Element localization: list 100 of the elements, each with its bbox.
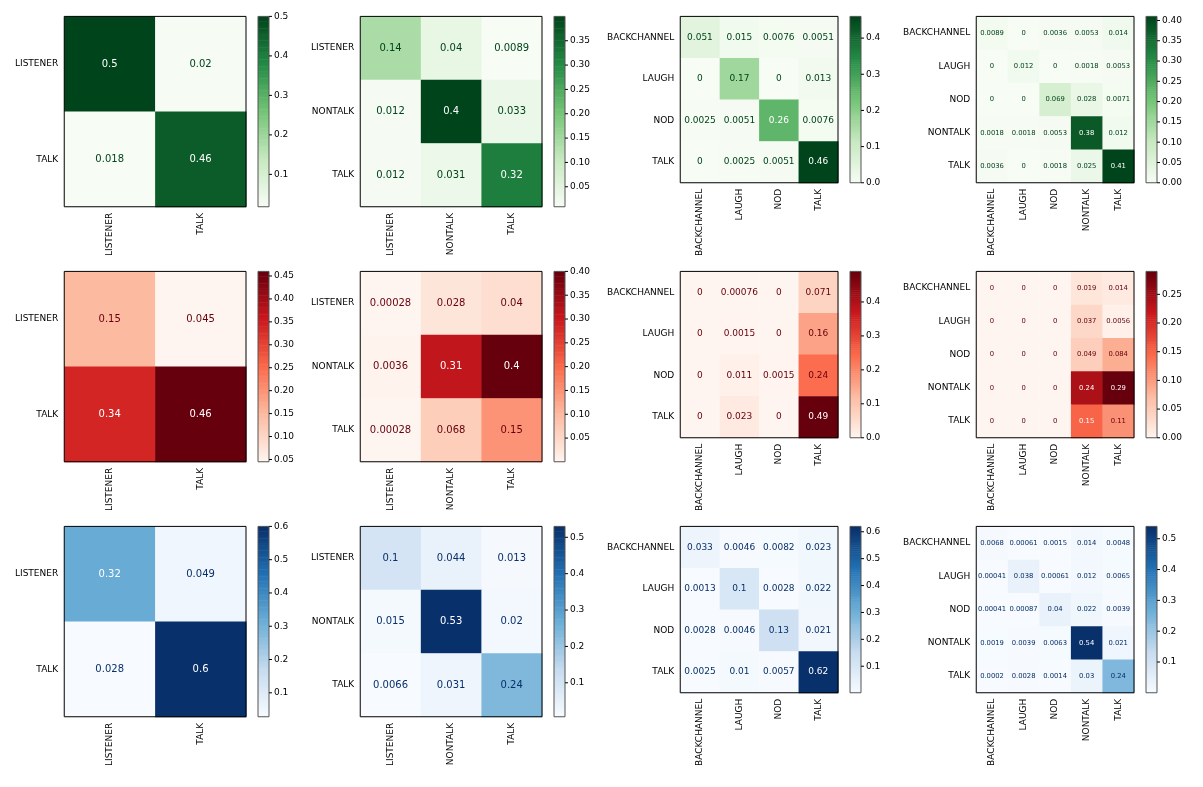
data-label: 0.012 [376,105,405,117]
data-label: 0.34 [98,407,121,419]
color-bar-label: 0.15 [274,407,295,418]
data-label: 0.4 [443,105,460,117]
color-bar-label: 0.4 [570,568,585,579]
data-label: 0 [775,286,782,297]
color-bar-label: 0.25 [570,83,591,94]
x-tick-label: NOD [773,188,784,210]
y-tick-label: LISTENER [14,58,59,69]
x-tick-label: LAUGH [1017,698,1028,731]
y-tick-label: BACKCHANNEL [902,282,971,293]
color-bar-label: 0.30 [570,313,591,324]
color-bar-label: 0.15 [570,384,591,395]
color-bar-label: 0.00 [1162,177,1183,188]
data-label: 0.0082 [763,541,795,552]
data-label: 0.31 [439,360,463,372]
x-tick-label: NONTALK [445,466,456,511]
color-bar-label: 0.20 [570,108,591,119]
y-tick-label: LAUGH [938,570,971,581]
data-label: 0.04 [500,296,523,308]
data-label: 0.6 [192,662,209,674]
x-tick-label: LAUGH [1017,443,1028,476]
color-bar-label: 0.1 [570,677,585,688]
data-label: 0.0015 [763,369,795,380]
color-bar-label: 0.20 [1162,95,1183,106]
color-bar-label: 0.2 [570,640,585,651]
y-tick-label: NOD [653,624,675,635]
y-tick-label: NONTALK [311,105,356,116]
data-label: 0.4 [503,360,520,372]
color-bar-label: 0.10 [1162,374,1183,385]
data-label: 0.1 [382,551,399,563]
data-label: 0.012 [376,168,405,180]
color-bar-label: 0.15 [1162,116,1183,127]
color-bar-label: 0.3 [570,604,585,615]
x-tick-label: NONTALK [445,721,456,766]
data-label: 0.00028 [369,296,412,308]
x-tick-label: NOD [1049,698,1060,720]
data-label: 0.031 [436,168,466,180]
color-bar-label: 0.40 [274,293,295,304]
color-bar-label: 0.1 [866,140,881,151]
data-label: 0.015 [726,31,753,42]
color-bar-label: 0.5 [866,553,881,564]
color-bar-label: 0.00 [1162,432,1183,443]
x-tick-label: TALK [506,211,517,236]
y-tick-label: LISTENER [14,568,59,579]
y-tick-label: BACKCHANNEL [902,537,971,548]
data-label: 0.018 [95,152,124,164]
color-bar-label: 0.25 [570,337,591,348]
x-tick-label: NONTALK [1081,442,1092,487]
color-bar-label: 0.10 [1162,136,1183,147]
color-bar-label: 0.35 [570,289,591,300]
data-label: 0.15 [98,312,121,324]
y-tick-label: BACKCHANNEL [902,27,971,38]
data-label: 0.46 [189,407,212,419]
color-bar-label: 0.25 [274,362,295,373]
data-label: 0.013 [497,551,527,563]
y-tick-label: LAUGH [938,315,971,326]
data-label: 0 [775,328,782,339]
data-label: 0.0028 [684,624,716,635]
y-tick-label: BACKCHANNEL [606,541,675,552]
data-label: 0.0076 [763,31,795,42]
x-tick-label: NONTALK [1081,697,1092,742]
x-tick-label: LISTENER [104,212,115,257]
data-label: 0.26 [768,114,790,125]
data-label: 0.02 [500,615,523,627]
color-bar-label: 0.25 [1162,75,1183,86]
data-label: 0.0046 [723,624,756,635]
color-bar-label: 0.10 [570,156,591,167]
color-bar-label: 0.2 [866,364,881,375]
color-bar-label: 0.1 [274,687,289,698]
y-tick-label: TALK [947,160,972,171]
color-bar-label: 0.5 [274,554,289,565]
data-label: 0.045 [186,312,215,324]
color-bar-label: 0.4 [866,579,881,590]
x-tick-label: NOD [773,443,784,465]
y-tick-label: NOD [949,603,971,614]
data-label: 0.0036 [373,360,409,372]
y-tick-label: TALK [947,415,972,426]
x-tick-label: LISTENER [384,467,395,512]
data-label: 0.46 [189,152,212,164]
data-label: 0.068 [436,423,466,435]
x-tick-label: LISTENER [104,722,115,767]
y-tick-label: TALK [651,666,676,677]
color-bar-label: 0.05 [1162,403,1183,414]
y-tick-label: TALK [331,169,356,180]
color-bar-label: 0.30 [274,339,295,350]
color-bar-label: 0.5 [1162,533,1177,544]
color-bar-label: 0.05 [570,432,591,443]
color-bar-label: 0.3 [274,620,289,631]
x-tick-label: TALK [812,187,823,212]
color-bar-label: 0.40 [1162,14,1183,25]
y-tick-label: LISTENER [310,42,355,53]
data-label: 0.62 [808,666,829,677]
x-tick-label: TALK [506,721,517,746]
x-tick-label: TALK [194,211,205,236]
data-label: 0.13 [768,624,789,635]
y-tick-label: LAUGH [938,60,971,71]
data-label: 0.028 [95,662,124,674]
color-bar-label: 0.0 [866,432,881,443]
data-label: 0.049 [186,567,215,579]
